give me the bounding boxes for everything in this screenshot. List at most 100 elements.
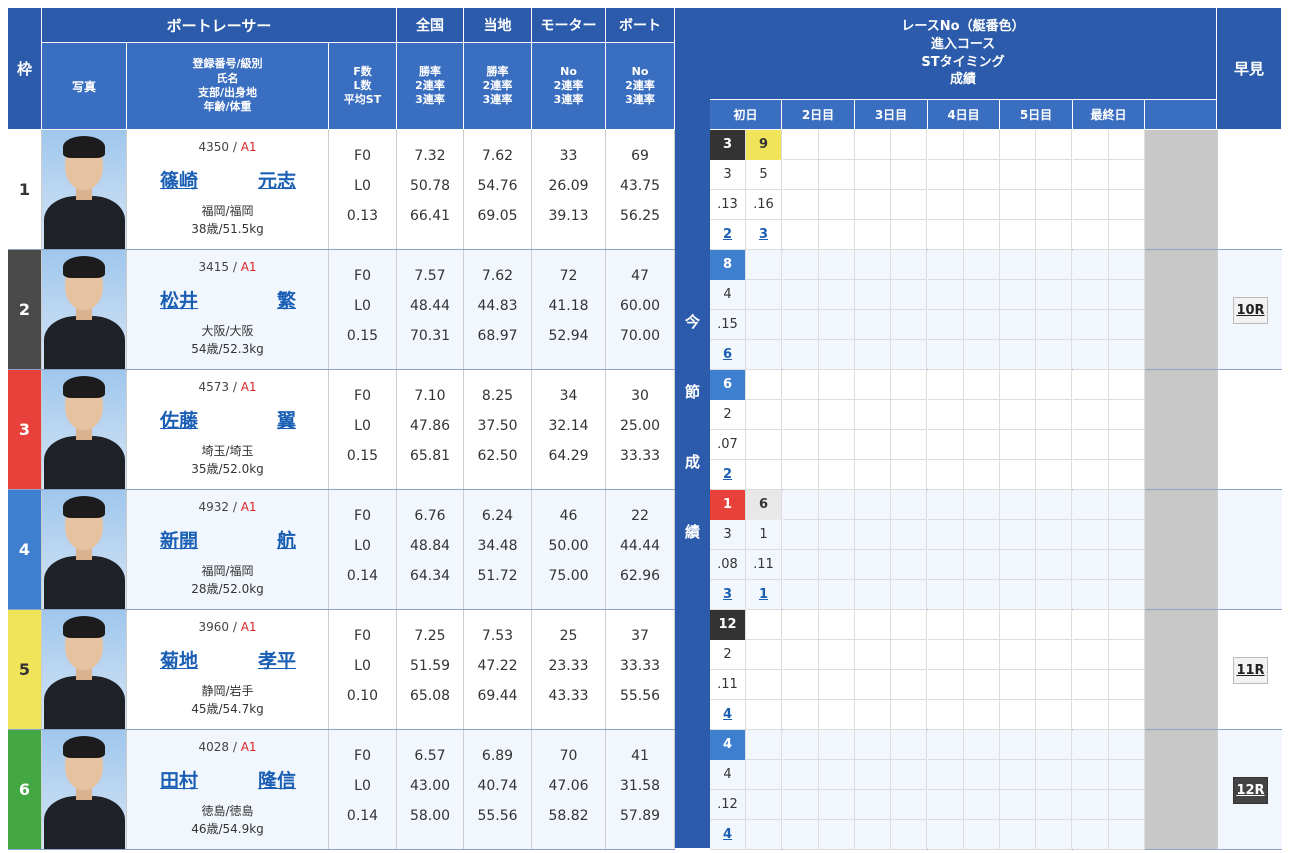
motor-sub: No 2連率 3連率 — [532, 43, 606, 130]
race-number-badge: 4 — [710, 729, 745, 760]
result-header-4: 成績 — [949, 72, 976, 88]
day-5: 5日目 — [1000, 100, 1073, 130]
last-name: 佐藤 — [160, 410, 199, 432]
st-timing: .11 — [746, 550, 782, 580]
stat-3: 69.05 — [477, 208, 518, 224]
finish-rank-link[interactable]: 3 — [710, 580, 746, 610]
day-1: 初日 — [710, 100, 782, 130]
rate2-label: 2連率 — [625, 78, 655, 92]
finish-rank-link[interactable]: 1 — [746, 580, 782, 610]
stat-1: 33 — [559, 148, 578, 164]
racer-name-link[interactable]: 佐藤 翼 — [160, 406, 296, 433]
finish-rank-link[interactable]: 4 — [710, 700, 746, 730]
racer-name-link[interactable]: 篠崎 元志 — [160, 166, 296, 193]
stat-1: 25 — [559, 628, 578, 644]
racer-header: ボートレーサー — [42, 8, 397, 43]
early-race-button[interactable]: 10R — [1233, 297, 1268, 324]
racer-name-link[interactable]: 田村 隆信 — [160, 766, 296, 793]
stat-3: 65.81 — [409, 448, 451, 464]
stat-2: 32.14 — [548, 418, 589, 434]
stat-1: 30 — [631, 388, 649, 404]
stat-2: 48.84 — [409, 538, 451, 554]
fl-stats: F0 L0 0.14 — [329, 730, 397, 849]
racer-info: 3960 / A1 菊地 孝平 静岡/岩手 45歳/54.7kg — [127, 610, 329, 729]
last-name: 篠崎 — [160, 170, 199, 192]
stat-3: 43.33 — [548, 688, 589, 704]
class-badge: A1 — [240, 380, 257, 394]
frame-header: 枠 — [8, 8, 42, 130]
branch: 埼玉/埼玉 — [201, 444, 254, 458]
rate2-label: 2連率 — [415, 78, 445, 92]
unused-days — [1145, 250, 1217, 369]
racer-info: 4573 / A1 佐藤 翼 埼玉/埼玉 35歳/52.0kg — [127, 370, 329, 489]
class-badge: A1 — [240, 260, 257, 274]
f-count: F0 — [354, 148, 371, 164]
stat-3: 39.13 — [548, 208, 589, 224]
early-race-button[interactable]: 11R — [1233, 657, 1268, 684]
boat-stats: 30 25.00 33.33 — [606, 370, 675, 489]
unused-days — [1145, 730, 1217, 849]
boat-sub: No 2連率 3連率 — [606, 43, 675, 130]
stat-2: 44.44 — [619, 538, 661, 554]
national-sub: 勝率 2連率 3連率 — [397, 43, 464, 130]
stat-3: 69.44 — [477, 688, 518, 704]
series-results: 4 4 .12 4 — [710, 729, 1217, 850]
early-race-button[interactable]: 12R — [1233, 777, 1268, 804]
racer-row: 6 4028 / A1 田村 隆信 徳島/徳島 46歳/54.9kg F0 L0 … — [8, 730, 675, 850]
finish-rank-link[interactable]: 6 — [710, 340, 746, 370]
rate3-label: 3連率 — [625, 93, 655, 107]
racer-name-link[interactable]: 新開 航 — [160, 526, 296, 553]
racer-row: 2 3415 / A1 松井 繁 大阪/大阪 54歳/52.3kg F0 L0 0… — [8, 250, 675, 370]
racer-name-link[interactable]: 菊地 孝平 — [160, 646, 296, 673]
finish-rank-link[interactable]: 2 — [710, 220, 746, 250]
avg-st: 0.10 — [346, 688, 379, 704]
motor-stats: 70 47.06 58.82 — [532, 730, 606, 849]
reg-number: 4350 — [198, 140, 230, 154]
racer-info: 3415 / A1 松井 繁 大阪/大阪 54歳/52.3kg — [127, 250, 329, 369]
avg-st: 0.15 — [346, 328, 379, 344]
racer-photo — [42, 130, 127, 249]
finish-rank-link[interactable]: 2 — [710, 460, 746, 490]
stat-3: 52.94 — [548, 328, 589, 344]
st-timing: .13 — [710, 190, 746, 220]
first-name: 航 — [276, 530, 296, 552]
first-name: 繁 — [276, 290, 296, 312]
st-timing: .12 — [710, 790, 746, 820]
reg-header-4: 年齢/体重 — [203, 100, 252, 114]
stat-3: 68.97 — [477, 328, 518, 344]
f-count: F0 — [354, 388, 371, 404]
race-number-badge: 3 — [710, 129, 745, 160]
motor-stats: 46 50.00 75.00 — [532, 490, 606, 609]
race-number-badge: 1 — [710, 489, 745, 520]
registration: 4932 / A1 — [198, 500, 257, 514]
stat-1: 7.25 — [414, 628, 446, 644]
stat-2: 47.86 — [409, 418, 451, 434]
finish-rank-link[interactable]: 4 — [710, 820, 746, 850]
stat-3: 55.56 — [619, 688, 661, 704]
stat-1: 7.10 — [414, 388, 446, 404]
reg-header-1: 登録番号/級別 — [192, 57, 263, 71]
stat-3: 58.82 — [548, 808, 589, 824]
reg-number: 4932 — [198, 500, 230, 514]
l-count: L0 — [354, 418, 371, 434]
day-4: 4日目 — [928, 100, 1000, 130]
stat-1: 22 — [631, 508, 649, 524]
racer-name-link[interactable]: 松井 繁 — [160, 286, 296, 313]
motor-stats: 25 23.33 43.33 — [532, 610, 606, 729]
finish-rank-link[interactable]: 3 — [746, 220, 782, 250]
fl-header: F数 L数 平均ST — [329, 43, 397, 130]
local-stats: 6.24 34.48 51.72 — [464, 490, 532, 609]
racer-info: 4932 / A1 新開 航 福岡/福岡 28歳/52.0kg — [127, 490, 329, 609]
l-count: L0 — [354, 178, 371, 194]
avg-st: 0.15 — [346, 448, 379, 464]
fl-stats: F0 L0 0.10 — [329, 610, 397, 729]
entry-course: 1 — [746, 520, 782, 550]
reg-header: 登録番号/級別 氏名 支部/出身地 年齢/体重 — [127, 43, 329, 130]
unused-days — [1145, 370, 1217, 489]
stat-3: 64.29 — [548, 448, 589, 464]
stat-1: 69 — [631, 148, 649, 164]
boat-stats: 22 44.44 62.96 — [606, 490, 675, 609]
vertical-char-2: 節 — [684, 383, 700, 401]
stat-1: 7.62 — [481, 268, 514, 284]
